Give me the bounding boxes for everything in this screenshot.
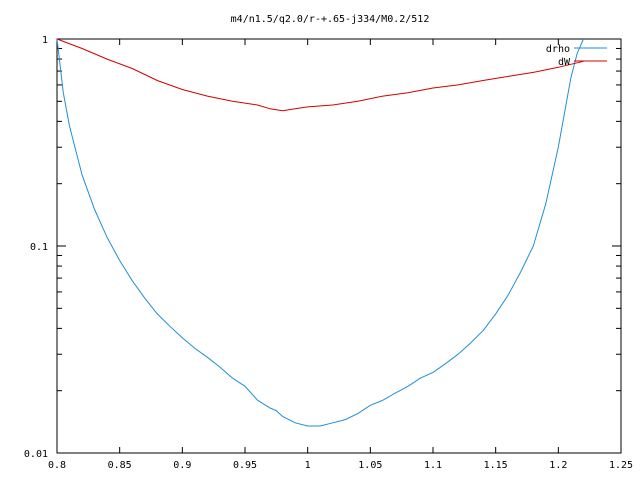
chart-legend: drho dW bbox=[546, 44, 607, 68]
x-tick-label: 1.05 bbox=[358, 460, 382, 471]
series-layer bbox=[56, 38, 584, 427]
x-tick-label: 0.9 bbox=[173, 460, 191, 471]
legend-label-dw: dW bbox=[558, 57, 571, 68]
x-tick-label: 1.2 bbox=[549, 460, 567, 471]
x-tick-label: 0.8 bbox=[48, 460, 66, 471]
axis-layer: 0.8 0.85 0.9 0.95 1 1.05 1.1 1.15 1.2 1.25 0.01 0.1… bbox=[24, 35, 633, 471]
x-tick-label: 0.85 bbox=[108, 460, 132, 471]
series-line-dw bbox=[56, 38, 584, 112]
x-tick-label: 1.1 bbox=[424, 460, 442, 471]
legend-label-drho: drho bbox=[546, 44, 570, 55]
x-tick-label: 1 bbox=[305, 460, 311, 471]
x-tick-label: 1.25 bbox=[609, 460, 633, 471]
y-tick-label: 1 bbox=[42, 35, 48, 46]
y-tick-label: 0.01 bbox=[24, 449, 48, 460]
plot-area-border bbox=[56, 38, 622, 454]
x-tick-label: 0.95 bbox=[233, 460, 257, 471]
series-line-drho bbox=[56, 38, 584, 427]
chart-title: m4/n1.5/q2.0/r-+.65-j334/M0.2/512 bbox=[231, 14, 430, 25]
y-tick-label: 0.1 bbox=[30, 242, 48, 253]
x-tick-label: 1.15 bbox=[484, 460, 508, 471]
